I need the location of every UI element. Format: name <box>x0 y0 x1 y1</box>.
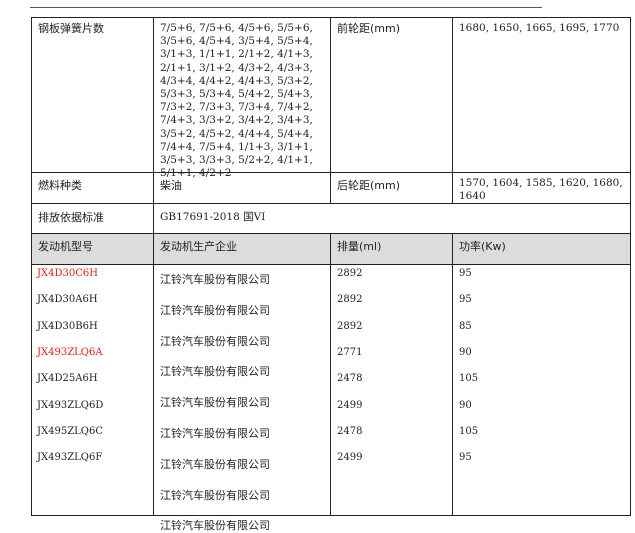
engine-company: 江铃汽车股份有限公司 <box>160 365 270 379</box>
rear-track-value: 1570, 1604, 1585, 1620, 1680, 1640 <box>452 172 631 204</box>
engine-company: 江铃汽车股份有限公司 <box>160 334 270 348</box>
engine-power: 105 <box>459 425 479 437</box>
header-displacement: 排量(ml) <box>330 233 453 265</box>
engine-company: 江铃汽车股份有限公司 <box>160 427 270 440</box>
engine-disp: 2892 <box>337 294 363 306</box>
engine-disp: 2478 <box>337 425 363 437</box>
header-model: 发动机型号 <box>31 233 154 265</box>
engine-company: 江铃汽车股份有限公司 <box>160 303 270 317</box>
header-power: 功率(Kw) <box>452 233 631 265</box>
engine-power: 85 <box>459 320 472 332</box>
engine-model: JX4D30B6H <box>37 320 98 332</box>
engine-model: JX493ZLQ6D <box>37 399 104 411</box>
emission-value: GB17691-2018 国VI <box>153 203 631 234</box>
engine-model: JX4D30C6H <box>37 268 98 279</box>
engine-model: JX4D30A6H <box>37 294 98 306</box>
engine-model: JX493ZLQ6F <box>37 452 103 464</box>
fuel-label: 燃料种类 <box>31 172 154 204</box>
engine-disp: 2499 <box>337 399 363 411</box>
engine-disp: 2771 <box>337 346 363 358</box>
engine-company: 江铃汽车股份有限公司 <box>160 457 270 471</box>
engine-power: 90 <box>459 346 472 358</box>
engine-disp: 2892 <box>337 268 363 279</box>
engine-power: 95 <box>459 294 472 306</box>
engine-company: 江铃汽车股份有限公司 <box>160 488 270 502</box>
header-company: 发动机生产企业 <box>153 233 331 265</box>
engine-company: 江铃汽车股份有限公司 <box>160 519 270 533</box>
engine-model: JX495ZLQ6C <box>37 425 104 437</box>
leaf-label: 钢板弹簧片数 <box>31 17 154 173</box>
emission-label: 排放依据标准 <box>31 203 154 234</box>
front-track-label: 前轮距(mm) <box>330 17 453 173</box>
front-track-value: 1680, 1650, 1665, 1695, 1770 <box>452 17 631 173</box>
engine-disp: 2478 <box>337 373 363 385</box>
engine-power: 95 <box>459 268 472 279</box>
engine-model: JX493ZLQ6A <box>37 346 103 358</box>
power-column <box>452 264 631 516</box>
rear-track-label: 后轮距(mm) <box>330 172 453 204</box>
engine-company: 江铃汽车股份有限公司 <box>160 273 270 286</box>
fuel-value: 柴油 <box>153 172 331 204</box>
engine-power: 90 <box>459 399 472 411</box>
engine-company: 江铃汽车股份有限公司 <box>160 396 270 410</box>
engine-power: 105 <box>459 373 479 385</box>
leaf-value: 7/5+6, 7/5+6, 4/5+6, 5/5+6, 3/5+6, 4/5+4… <box>153 17 331 179</box>
engine-power: 95 <box>459 452 472 464</box>
engine-disp: 2499 <box>337 452 363 464</box>
engine-model: JX4D25A6H <box>37 373 98 385</box>
engine-disp: 2892 <box>337 320 363 332</box>
top-rule <box>30 7 542 8</box>
